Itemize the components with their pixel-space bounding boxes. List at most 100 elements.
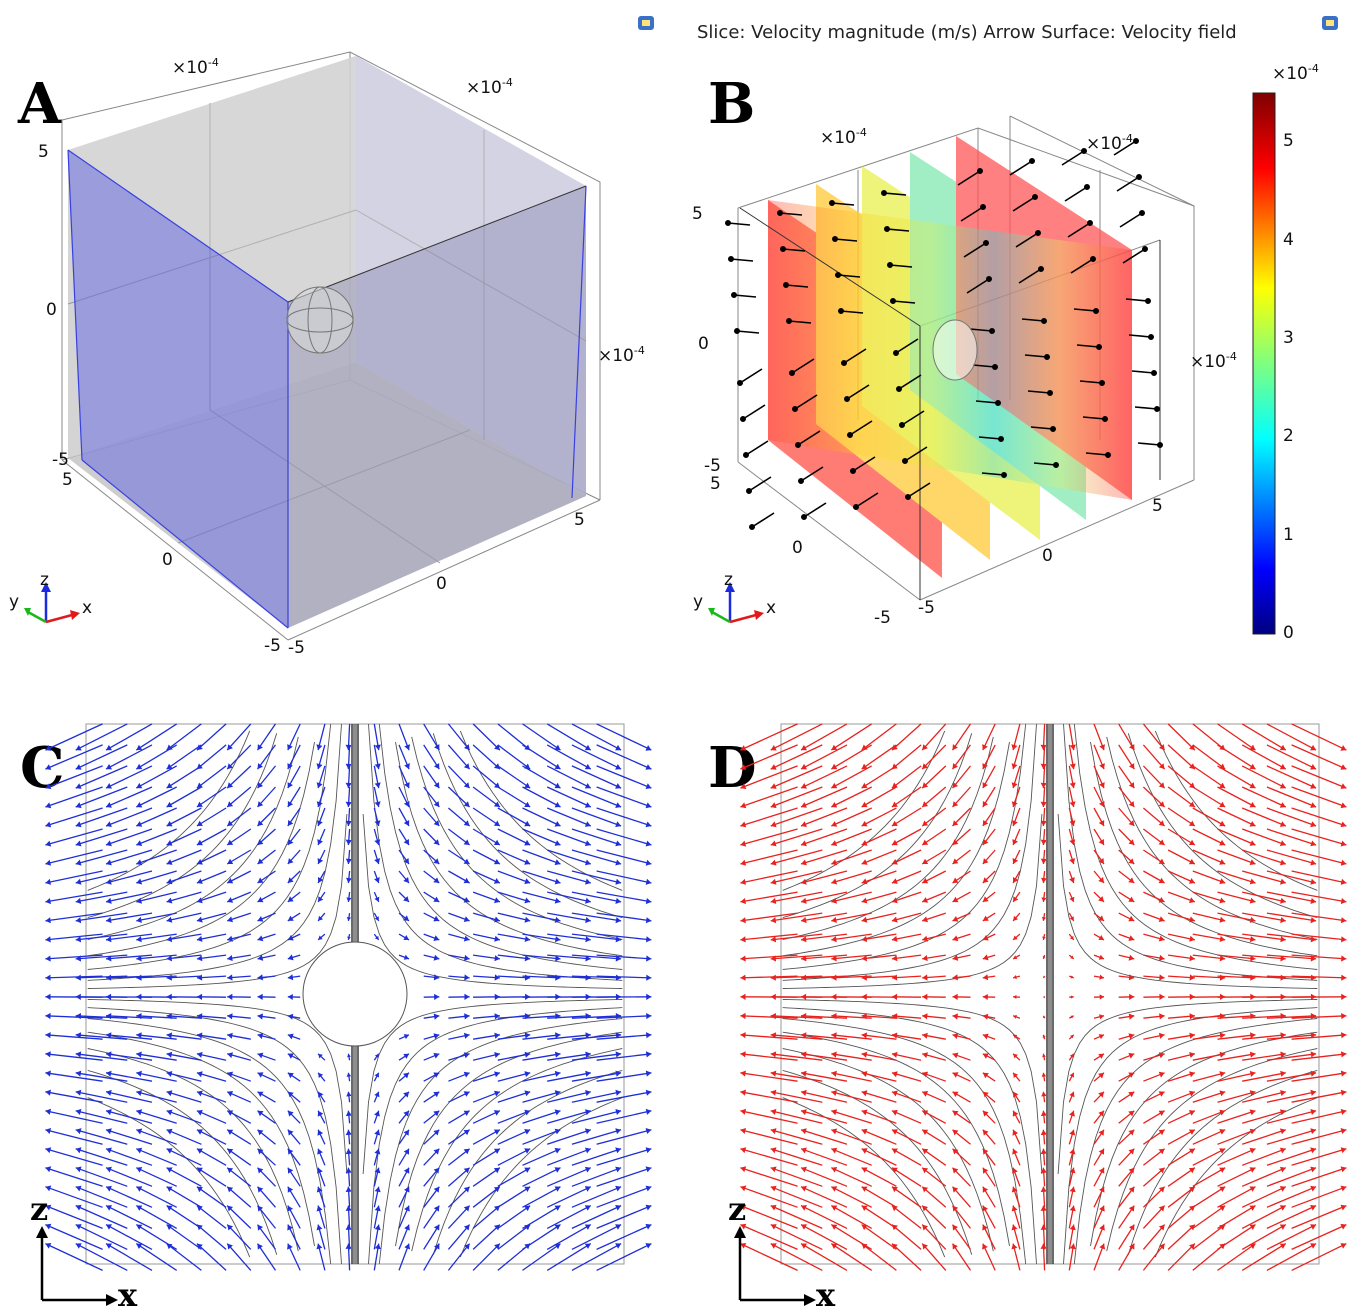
- camera-icon-b[interactable]: [1320, 14, 1340, 32]
- velocity-arrow-head: [771, 860, 777, 866]
- velocity-arrow-head: [1341, 1090, 1347, 1096]
- velocity-arrow-head: [740, 841, 746, 847]
- velocity-arrow: [752, 513, 774, 527]
- colorbar-tick: 5: [1283, 131, 1294, 151]
- velocity-arrow-head: [76, 898, 82, 904]
- velocity-arrow-head: [990, 329, 994, 333]
- colorbar-tick: 2: [1283, 426, 1294, 446]
- panel-b-y-tick: -5: [874, 608, 891, 628]
- velocity-arrow-head: [646, 1090, 652, 1096]
- velocity-arrow-head: [1097, 345, 1101, 349]
- velocity-arrow-head: [747, 489, 751, 493]
- velocity-arrow-head: [646, 1128, 652, 1134]
- velocity-arrow-head: [984, 241, 988, 245]
- velocity-arrow-head: [839, 309, 843, 313]
- velocity-arrow: [804, 503, 826, 517]
- velocity-arrow-head: [771, 994, 776, 1000]
- velocity-arrow-head: [740, 994, 745, 1000]
- velocity-arrow-head: [1106, 453, 1110, 457]
- velocity-arrow-head: [833, 237, 837, 241]
- panel-d-label: D: [708, 740, 757, 796]
- velocity-arrow-head: [836, 273, 840, 277]
- velocity-arrow-head: [740, 1032, 745, 1038]
- velocity-arrow-head: [784, 283, 788, 287]
- velocity-arrow-head: [1048, 391, 1052, 395]
- velocity-arrow-head: [45, 1032, 50, 1038]
- velocity-arrow-head: [646, 1109, 652, 1115]
- velocity-arrow: [728, 223, 750, 225]
- velocity-arrow-head: [848, 433, 852, 437]
- velocity-arrow-head: [45, 1013, 50, 1019]
- panel-b-box-3d: [0, 0, 1250, 660]
- velocity-arrow-head: [787, 319, 791, 323]
- triad-b-y: y: [693, 592, 703, 612]
- velocity-arrow-head: [771, 879, 777, 885]
- velocity-arrow-head: [732, 293, 736, 297]
- velocity-colorbar: [1250, 90, 1310, 650]
- velocity-arrow-head: [740, 898, 746, 904]
- velocity-arrow-head: [76, 975, 81, 981]
- colorbar-exponent: ×10-4: [1272, 62, 1319, 84]
- velocity-arrow-head: [771, 898, 777, 904]
- colorbar-tick: 0: [1283, 623, 1294, 643]
- velocity-arrow-head: [45, 879, 51, 885]
- velocity-arrow-head: [1341, 879, 1347, 885]
- velocity-arrow-head: [771, 1013, 776, 1019]
- panel-b-exponent-top: ×10-4: [820, 126, 867, 148]
- velocity-arrow-head: [830, 201, 834, 205]
- panel-d-x-label: x: [816, 1276, 835, 1314]
- velocity-arrow-head: [771, 1128, 777, 1134]
- velocity-arrow-head: [888, 263, 892, 267]
- panel-b-z-tick: 0: [698, 334, 709, 354]
- velocity-arrow-head: [891, 299, 895, 303]
- velocity-arrow-head: [740, 1109, 746, 1115]
- velocity-arrow-head: [1094, 309, 1098, 313]
- colorbar-tick: 1: [1283, 525, 1294, 545]
- velocity-arrow-head: [796, 443, 800, 447]
- velocity-arrow: [1138, 443, 1160, 445]
- colorbar-tick: 3: [1283, 328, 1294, 348]
- panel-c-label: C: [20, 740, 65, 796]
- panel-b-x-tick: -5: [918, 598, 935, 618]
- velocity-arrow-head: [646, 936, 651, 942]
- velocity-arrow-head: [978, 169, 982, 173]
- velocity-arrow-head: [76, 1090, 82, 1096]
- velocity-arrow-head: [1341, 1109, 1347, 1115]
- sphere-cross-section: [303, 942, 407, 1046]
- colorbar-tick: 4: [1283, 230, 1294, 250]
- panel-b-exponent-side: ×10-4: [1190, 350, 1237, 372]
- velocity-arrow-head: [1149, 335, 1153, 339]
- velocity-arrow-head: [741, 417, 745, 421]
- velocity-arrow-head: [729, 257, 733, 261]
- velocity-arrow-head: [45, 936, 50, 942]
- velocity-arrow-head: [1002, 473, 1006, 477]
- velocity-arrow-head: [771, 975, 776, 981]
- velocity-arrow-head: [76, 860, 82, 866]
- velocity-arrow-head: [45, 1128, 51, 1134]
- velocity-arrow-head: [76, 879, 82, 885]
- velocity-arrow-head: [1341, 994, 1346, 1000]
- velocity-arrow-head: [740, 956, 745, 962]
- velocity-arrow-head: [1158, 443, 1162, 447]
- velocity-arrow-head: [778, 211, 782, 215]
- velocity-arrow-head: [1100, 381, 1104, 385]
- velocity-arrow-head: [842, 361, 846, 365]
- velocity-arrow-head: [1033, 195, 1037, 199]
- velocity-arrow-head: [750, 525, 754, 529]
- velocity-arrow-head: [1045, 355, 1049, 359]
- velocity-arrow: [1062, 151, 1084, 165]
- velocity-arrow-head: [1140, 211, 1144, 215]
- velocity-arrow-head: [76, 1013, 81, 1019]
- velocity-arrow-head: [740, 1147, 746, 1153]
- velocity-arrow-head: [45, 994, 50, 1000]
- velocity-arrow-head: [45, 956, 50, 962]
- velocity-arrow-head: [1085, 185, 1089, 189]
- velocity-arrow: [1065, 187, 1087, 201]
- panel-d-z-label: z: [728, 1190, 746, 1228]
- panel-b-y-tick: 5: [710, 474, 721, 494]
- velocity-arrow-head: [740, 1128, 746, 1134]
- triad-b-z: z: [724, 570, 733, 590]
- panel-b-y-tick: 0: [792, 538, 803, 558]
- velocity-arrow-head: [646, 994, 651, 1000]
- panel-d-flow-field: [765, 715, 1345, 1275]
